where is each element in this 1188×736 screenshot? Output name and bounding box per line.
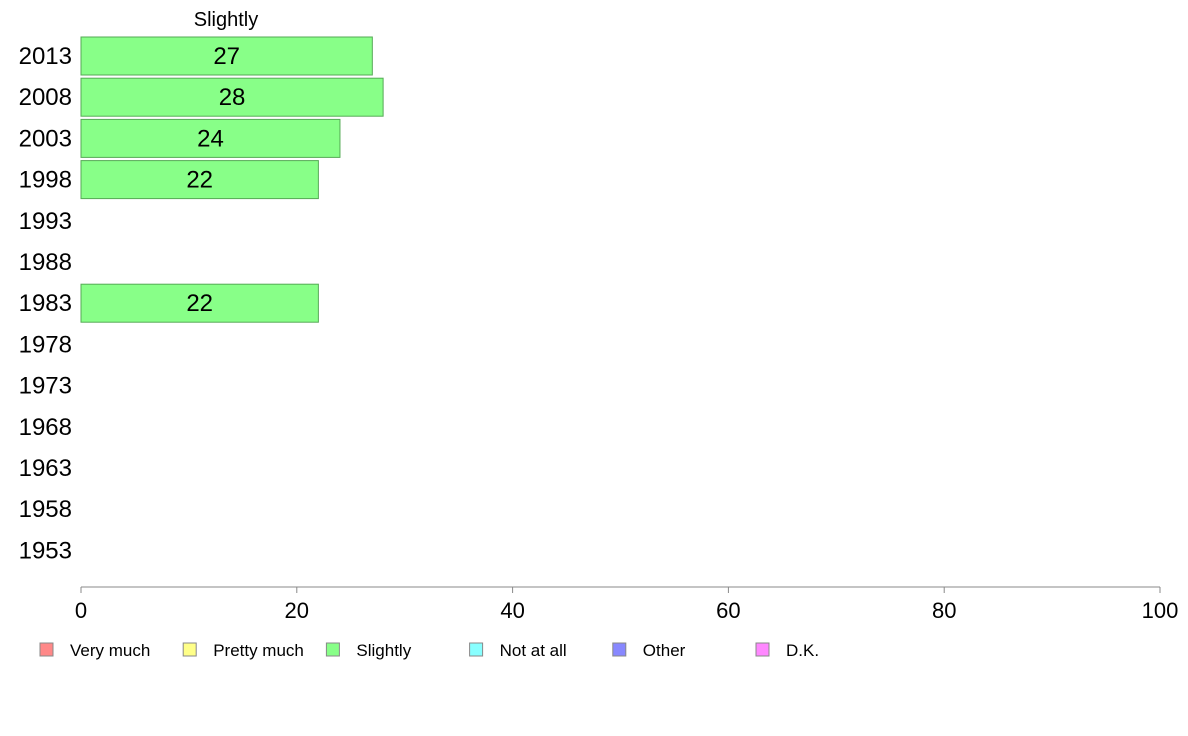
bar (80, 77, 384, 117)
legend-label: Very much (70, 641, 150, 660)
legend-swatch (39, 642, 54, 657)
legend-swatch (755, 642, 770, 657)
legend-item: D.K. (755, 641, 819, 660)
legend-item: Other (612, 641, 686, 660)
y-tick-label: 1968 (19, 414, 72, 441)
legend-item: Pretty much (182, 641, 304, 660)
legend-label: D.K. (786, 641, 819, 660)
bar-value-label: 24 (197, 125, 224, 152)
x-tick-label: 40 (500, 598, 524, 623)
y-tick-label: 1973 (19, 373, 72, 400)
bars-group: 27 28 24 22 22 (80, 36, 384, 323)
bar-value-label: 28 (219, 84, 246, 111)
legend-label: Pretty much (213, 641, 304, 660)
legend-swatch (325, 642, 340, 657)
legend-label: Not at all (500, 641, 567, 660)
x-axis: 0 20 40 60 80 100 (75, 586, 1179, 623)
x-tick-label: 100 (1142, 598, 1179, 623)
legend-item: Not at all (469, 641, 567, 660)
x-tick-label: 60 (716, 598, 740, 623)
y-tick-label: 2003 (19, 125, 72, 152)
bar-value-label: 22 (186, 290, 213, 317)
bar (80, 36, 373, 76)
legend-label: Other (643, 641, 686, 660)
legend-item: Slightly (325, 641, 412, 660)
legend-swatch (182, 642, 197, 657)
legend: Very much Pretty much Slightly Not at all Ot… (39, 641, 819, 660)
y-tick-label: 1998 (19, 167, 72, 194)
bar-value-label: 27 (213, 43, 240, 70)
y-tick-label: 1983 (19, 290, 72, 317)
legend-swatch (612, 642, 627, 657)
bar (80, 160, 319, 200)
chart-title: Slightly (194, 9, 258, 31)
y-axis-labels: 2013 2008 2003 1998 1993 1988 1983 1978 1973 1968… (19, 43, 72, 564)
x-tick-label: 80 (932, 598, 956, 623)
y-tick-label: 2008 (19, 84, 72, 111)
y-tick-label: 2013 (19, 43, 72, 70)
legend-label: Slightly (356, 641, 411, 660)
y-tick-label: 1988 (19, 249, 72, 276)
x-tick-label: 20 (285, 598, 309, 623)
y-tick-label: 1953 (19, 537, 72, 564)
y-tick-label: 1978 (19, 331, 72, 358)
bar-value-label: 22 (186, 167, 213, 194)
y-tick-label: 1963 (19, 455, 72, 482)
y-tick-label: 1993 (19, 208, 72, 235)
y-tick-label: 1958 (19, 496, 72, 523)
bar (80, 283, 319, 323)
x-tick-label: 0 (75, 598, 87, 623)
bar (80, 118, 341, 158)
legend-swatch (469, 642, 484, 657)
legend-item: Very much (39, 641, 150, 660)
